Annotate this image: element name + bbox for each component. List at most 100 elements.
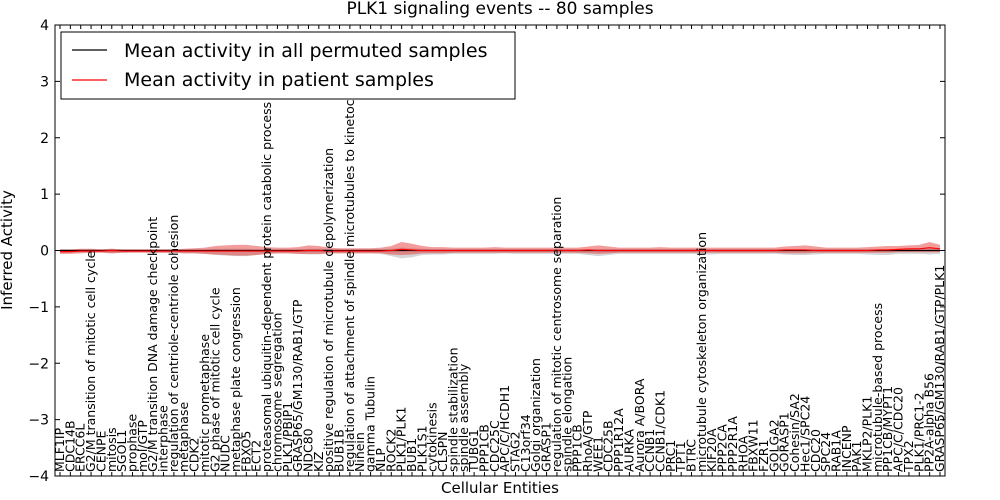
category-label: FBXW11 bbox=[746, 419, 761, 472]
category-label: CCNB1 bbox=[642, 429, 657, 472]
patient-mean-line bbox=[60, 247, 941, 253]
y-tick-label: 4 bbox=[40, 18, 49, 34]
category-label: GOLGA2 bbox=[766, 419, 781, 472]
category-label: KIZ bbox=[311, 452, 326, 472]
category-label: NDC80 bbox=[301, 428, 316, 472]
category-label: RAB1A bbox=[829, 430, 844, 472]
y-tick-label: 1 bbox=[40, 187, 49, 203]
category-label: ECT2 bbox=[249, 440, 264, 472]
legend: Mean activity in all permuted samples Me… bbox=[60, 31, 516, 100]
category-label: CLSPN bbox=[435, 431, 450, 472]
category-label: proteasomal ubiquitin-dependent protein … bbox=[259, 102, 274, 472]
category-label: BUB1B bbox=[332, 429, 347, 472]
category-label: PPP1CB bbox=[570, 424, 585, 472]
category-label: PRC1 bbox=[663, 440, 678, 472]
category-label: GORASP1 bbox=[777, 412, 792, 472]
category-label: TUBG1 bbox=[466, 429, 481, 473]
category-label: regulation of mitotic centrosome separat… bbox=[549, 197, 564, 472]
category-label: Golgi organization bbox=[528, 358, 543, 472]
category-label: regulation of centriole-centriole cohesi… bbox=[166, 215, 181, 472]
category-label: PPP2CA bbox=[715, 424, 730, 472]
category-label: PLK1/PBIP1 bbox=[280, 402, 295, 472]
category-label: BTRC bbox=[684, 439, 699, 472]
category-label: MKLP2/PLK1 bbox=[860, 396, 875, 472]
category-label: spindle stabilization bbox=[445, 347, 460, 472]
category-label: regulation of attachment of spindle micr… bbox=[342, 71, 357, 472]
category-label: CDC14B bbox=[62, 420, 77, 472]
category-label: G2/M transition of mitotic cell cycle bbox=[83, 250, 98, 472]
y-tick-label: 0 bbox=[40, 244, 49, 260]
category-label: PPP2R1A bbox=[725, 416, 740, 472]
category-label: GRASP1 bbox=[539, 422, 554, 472]
category-label: G2 phase of mitotic cell cycle bbox=[207, 287, 222, 472]
category-label: cytokinesis bbox=[425, 402, 440, 472]
category-label: APC/C/HCDH1 bbox=[497, 385, 512, 472]
category-label: AURKA bbox=[621, 429, 636, 472]
category-label: CENPE bbox=[93, 430, 108, 472]
category-label: RHOA bbox=[735, 435, 750, 472]
category-label: GRASP65/GM130/RAB1/GTP/PLK1 bbox=[932, 265, 947, 472]
category-label: FBXO5 bbox=[238, 431, 253, 472]
category-label: CCNB1/CDK1 bbox=[653, 390, 668, 472]
category-label: CDC25C bbox=[487, 420, 502, 472]
y-tick-label: 2 bbox=[40, 131, 49, 147]
category-label: PAK1 bbox=[849, 441, 864, 472]
category-label: KIF20A bbox=[704, 428, 719, 472]
category-label: CDC25B bbox=[601, 420, 616, 472]
plot-frame bbox=[54, 24, 946, 477]
axis-ticks: −4 −3 −2 −1 0 1 2 3 4 bbox=[28, 18, 945, 485]
category-label: TPT1 bbox=[673, 441, 688, 473]
category-label: CDK2 bbox=[187, 437, 202, 472]
category-label: mitotic prometaphase bbox=[197, 334, 212, 472]
category-label: PLK1/PLK1 bbox=[394, 406, 409, 472]
category-label: PPP1R12A bbox=[611, 408, 626, 472]
y-tick-label: −1 bbox=[28, 300, 49, 316]
category-label: RhoA/GTP bbox=[580, 410, 595, 472]
category-label: NLP bbox=[373, 448, 388, 472]
legend-box bbox=[60, 31, 516, 100]
category-label: chromosome segregation bbox=[269, 313, 284, 472]
category-label: CDC20 bbox=[808, 429, 823, 472]
x-axis-title: Cellular Entities bbox=[441, 479, 559, 497]
category-label: NUDC bbox=[218, 435, 233, 472]
category-label: mitosis bbox=[104, 427, 119, 472]
category-label: spindle assembly bbox=[456, 363, 471, 472]
category-label: positive regulation of microtubule depol… bbox=[321, 148, 336, 472]
category-label: interphase bbox=[156, 405, 171, 472]
category-label: SPC24 bbox=[818, 432, 833, 472]
category-label: SGOL1 bbox=[114, 430, 129, 472]
category-label: FZR1 bbox=[756, 440, 771, 472]
category-label: metaphase bbox=[176, 402, 191, 472]
category-label: BUB1 bbox=[404, 438, 419, 472]
y-tick-label: 3 bbox=[40, 74, 49, 90]
category-label: microtubule-based process bbox=[870, 303, 885, 472]
category-label: PP1CB/MYPT1 bbox=[880, 386, 895, 472]
category-label: Hec1/SPC24 bbox=[797, 396, 812, 472]
category-label: STAG2 bbox=[508, 431, 523, 472]
category-label: Cohesin/SA2 bbox=[787, 393, 802, 472]
category-label: prophase bbox=[125, 414, 140, 472]
category-label: APC/C/CDC20 bbox=[891, 387, 906, 472]
series-lines bbox=[60, 247, 941, 253]
category-label: PP2A-alpha B56 bbox=[922, 373, 937, 472]
patient-band bbox=[60, 242, 940, 256]
category-label: mol/GTP bbox=[135, 420, 150, 472]
chart-title: PLK1 signaling events -- 80 samples bbox=[346, 0, 653, 19]
category-label: INCENP bbox=[839, 425, 854, 472]
category-label: ERCC6L bbox=[73, 424, 88, 472]
category-label: PLK1/PRC1-2 bbox=[911, 392, 926, 472]
y-axis-title: Inferred Activity bbox=[0, 190, 16, 310]
category-label: C13orf34 bbox=[518, 414, 533, 472]
category-label: microtubule cytoskeleton organization bbox=[694, 232, 709, 472]
category-label: Aurora A/BORA bbox=[632, 378, 647, 472]
y-tick-label: −2 bbox=[28, 356, 49, 372]
y-tick-label: −4 bbox=[28, 469, 49, 485]
category-label: TPX2 bbox=[901, 440, 916, 473]
category-label: Ninein bbox=[352, 432, 367, 472]
category-label: ROCK2 bbox=[383, 429, 398, 472]
category-label: PPP1CB bbox=[477, 424, 492, 472]
category-label: gamma Tubulin bbox=[363, 376, 378, 472]
category-label: GRASP65/GM130/RAB1/GTP bbox=[290, 299, 305, 472]
